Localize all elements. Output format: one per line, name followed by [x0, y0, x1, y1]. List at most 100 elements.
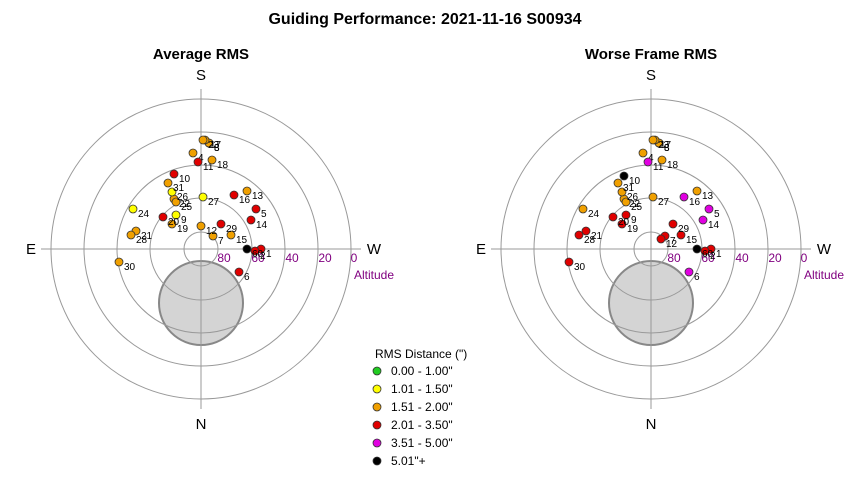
data-point-18 [657, 155, 667, 165]
legend-item-label: 1.51 - 2.00" [391, 400, 453, 414]
data-point-label: 8 [664, 143, 670, 154]
data-point-9 [621, 210, 631, 220]
data-point-16 [679, 192, 689, 202]
radial-tick-label: 20 [768, 251, 782, 265]
data-point-label: 20 [168, 217, 180, 228]
direction-label-right: W [367, 241, 382, 258]
data-point-2 [700, 246, 710, 256]
legend-swatch [372, 402, 382, 412]
data-point-31 [163, 178, 173, 188]
direction-label-bottom: N [196, 416, 207, 433]
direction-label-bottom: N [646, 416, 657, 433]
data-point-15 [226, 230, 236, 240]
data-point-19 [617, 219, 627, 229]
data-point-label: 23 [208, 140, 220, 151]
data-point-label: 3 [214, 143, 220, 154]
data-point-25 [171, 197, 181, 207]
data-point-2 [250, 246, 260, 256]
data-point-label: 4 [198, 153, 204, 164]
data-point-11 [193, 157, 203, 167]
data-point-15 [676, 230, 686, 240]
data-point-4 [638, 148, 648, 158]
data-point-4 [188, 148, 198, 158]
radial-tick-label: 40 [285, 251, 299, 265]
data-point-7 [208, 231, 218, 241]
data-point-label: 22 [179, 199, 191, 210]
data-point-label: 28 [136, 235, 148, 246]
data-point-label: 24 [588, 209, 600, 220]
data-point-20 [158, 212, 168, 222]
data-point-label: 60 [252, 249, 264, 260]
data-point-label: 20 [618, 217, 630, 228]
data-point-label: 30 [124, 262, 136, 273]
data-point-label: 27 [208, 197, 220, 208]
radial-tick-label: 20 [318, 251, 332, 265]
data-point-label: 21 [591, 231, 603, 242]
radial-tick-label: 40 [735, 251, 749, 265]
data-point-24 [578, 204, 588, 214]
legend-item-label: 3.51 - 5.00" [391, 436, 453, 450]
legend: RMS Distance (") 0.00 - 1.00" 1.01 - 1.50"… [372, 347, 467, 468]
data-point-label: 30 [574, 262, 586, 273]
legend-item-label: 2.01 - 3.50" [391, 418, 453, 432]
data-point-14 [698, 215, 708, 225]
data-point-label: 10 [629, 176, 641, 187]
data-point-label: 10 [179, 174, 191, 185]
data-point-5 [704, 204, 714, 214]
data-point-30 [564, 257, 574, 267]
data-point-label: 15 [686, 235, 698, 246]
data-point-label: 11 [203, 162, 214, 173]
data-point-23 [648, 135, 658, 145]
data-point-6 [684, 267, 694, 277]
data-point-24 [128, 204, 138, 214]
data-point-label: 7 [218, 236, 224, 247]
data-point-label: 8 [214, 143, 220, 154]
data-point-label: 29 [226, 224, 238, 235]
data-point-26 [617, 187, 627, 197]
data-point-label: 19 [627, 224, 639, 235]
data-point-21 [581, 226, 591, 236]
data-point-label: 31 [623, 183, 635, 194]
data-point-5 [251, 204, 261, 214]
data-point-27 [198, 192, 208, 202]
data-point-label: 1 [266, 249, 272, 260]
data-point-31 [613, 178, 623, 188]
data-point-label: 9 [631, 215, 637, 226]
data-point-13 [692, 186, 702, 196]
data-point-label: 14 [256, 220, 268, 231]
legend-item-label: 0.00 - 1.00" [391, 364, 453, 378]
legend-swatch [372, 384, 382, 394]
data-point-16 [229, 190, 239, 200]
data-point-12 [656, 234, 666, 244]
data-point-label: 4 [648, 153, 654, 164]
data-point-label: 5 [714, 209, 720, 220]
legend-item-label: 5.01"+ [391, 454, 426, 468]
data-point-12 [196, 221, 206, 231]
data-point-label: 5 [261, 209, 267, 220]
data-point-label: 2 [260, 251, 266, 262]
data-point-13 [242, 186, 252, 196]
legend-swatch [372, 366, 382, 376]
radial-axis-label: Altitude [804, 268, 844, 282]
direction-label-left: E [476, 241, 486, 258]
data-point-30 [114, 257, 124, 267]
legend-item-label: 1.01 - 1.50" [391, 382, 453, 396]
data-point-label: 16 [689, 197, 701, 208]
data-point-label: 16 [239, 195, 251, 206]
data-point-6 [234, 267, 244, 277]
data-point-60 [242, 244, 252, 254]
direction-label-left: E [26, 241, 36, 258]
data-point-label: 13 [252, 191, 264, 202]
data-point-10 [619, 171, 629, 181]
data-point-label: 26 [177, 192, 189, 203]
data-point-label: 11 [653, 162, 664, 173]
data-point-label: 26 [627, 192, 639, 203]
data-point-28 [574, 230, 584, 240]
data-point-label: 2 [710, 251, 716, 262]
direction-label-right: W [817, 241, 832, 258]
data-point-29 [216, 219, 226, 229]
data-point-9 [171, 210, 181, 220]
data-point-label: 6 [694, 272, 700, 283]
